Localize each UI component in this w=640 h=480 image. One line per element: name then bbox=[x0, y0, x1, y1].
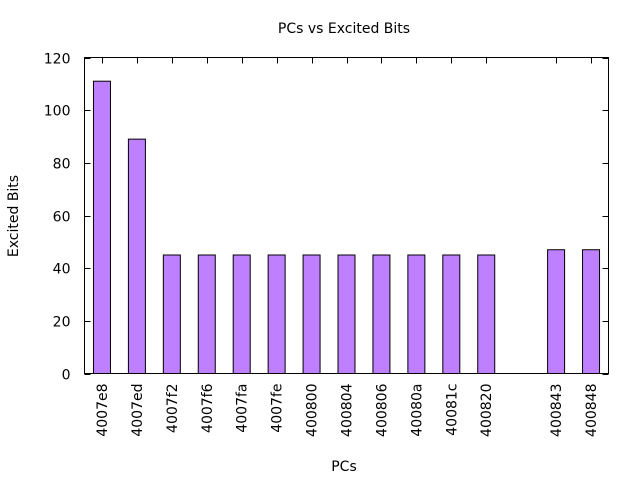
y-axis: 0 20 40 60 80 100 120 bbox=[44, 52, 609, 384]
bar-400820 bbox=[477, 254, 496, 374]
x-tick-label: 4007ed bbox=[130, 384, 146, 437]
bar-4007ed bbox=[127, 138, 146, 374]
x-tick-label: 4007f6 bbox=[200, 383, 216, 433]
bar-4007f6 bbox=[197, 254, 216, 374]
bars bbox=[92, 80, 601, 375]
y-axis-label: Excited Bits bbox=[6, 175, 22, 257]
bar-400800 bbox=[302, 254, 321, 374]
y-tick-label: 20 bbox=[53, 315, 71, 331]
bar-40081c bbox=[442, 254, 461, 374]
y-tick-label: 80 bbox=[53, 157, 71, 173]
x-tick-labels: 4007e8 4007ed 4007f2 4007f6 4007fa 4007fe 4008… bbox=[95, 383, 600, 437]
bar-400848 bbox=[582, 249, 601, 375]
x-tick-label: 400800 bbox=[305, 384, 321, 437]
x-tick-label: 40080a bbox=[409, 384, 425, 437]
x-tick-label: 400806 bbox=[374, 383, 390, 437]
x-tick-label: 4007fa bbox=[235, 384, 251, 433]
x-tick-label: 400843 bbox=[549, 384, 565, 437]
x-tick-label: 4007e8 bbox=[95, 384, 111, 437]
bar-400843 bbox=[547, 249, 566, 375]
bar-400806 bbox=[372, 254, 391, 374]
bar-4007fe bbox=[267, 254, 286, 374]
bar-4007fa bbox=[232, 254, 251, 374]
x-tick-label: 400804 bbox=[340, 383, 356, 437]
y-tick-label: 60 bbox=[53, 210, 71, 226]
x-tick-label: 40081c bbox=[444, 384, 460, 436]
x-tick-label: 400848 bbox=[584, 384, 600, 437]
bar-40080a bbox=[407, 254, 426, 374]
x-axis-label: PCs bbox=[331, 459, 357, 475]
x-tick-label: 4007f2 bbox=[165, 384, 181, 433]
chart-title: PCs vs Excited Bits bbox=[278, 21, 410, 37]
bar-4007e8 bbox=[92, 80, 111, 374]
y-tick-label: 120 bbox=[44, 52, 71, 68]
y-tick-label: 100 bbox=[44, 104, 71, 120]
bar-4007f2 bbox=[162, 254, 181, 374]
x-tick-label: 400820 bbox=[479, 384, 495, 437]
x-tick-label: 4007fe bbox=[270, 384, 286, 433]
bar-400804 bbox=[337, 254, 356, 374]
y-tick-label: 0 bbox=[62, 368, 71, 384]
y-tick-label: 40 bbox=[53, 262, 71, 278]
